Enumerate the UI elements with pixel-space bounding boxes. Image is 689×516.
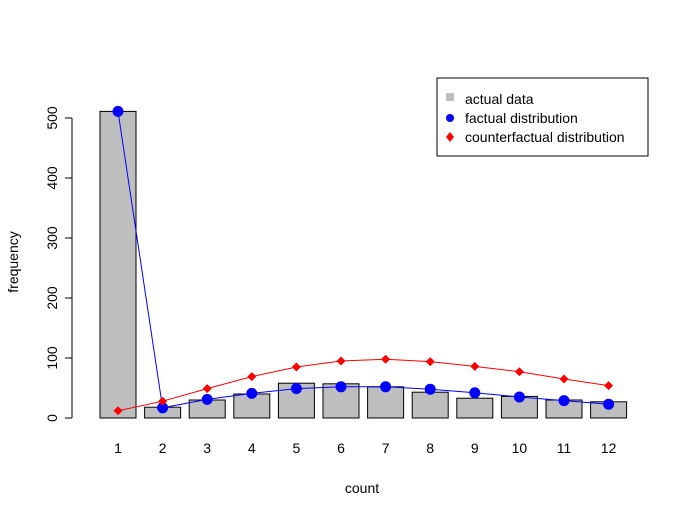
- x-tick-label: 11: [557, 440, 572, 456]
- point-counterfactual-distribution: [514, 367, 524, 377]
- x-tick-label: 4: [248, 440, 256, 456]
- point-factual-distribution: [513, 391, 525, 403]
- y-tick-label: 100: [44, 346, 60, 370]
- point-factual-distribution: [424, 383, 436, 395]
- legend-label-counterfactual-distribution: counterfactual distribution: [465, 129, 625, 145]
- series-lines: [112, 105, 615, 416]
- bar-8: [411, 391, 449, 419]
- y-axis: 0 100 200 300 400 500: [44, 106, 73, 422]
- x-tick-label: 9: [471, 440, 479, 456]
- point-factual-distribution: [290, 383, 302, 395]
- point-counterfactual-distribution: [381, 354, 391, 364]
- y-tick-label: 0: [44, 414, 60, 422]
- x-tick-label: 2: [159, 440, 167, 456]
- legend: actual data factual distribution counter…: [436, 77, 649, 157]
- point-counterfactual-distribution: [113, 406, 123, 416]
- point-factual-distribution: [335, 381, 347, 393]
- legend-swatch-actual-data: [446, 93, 454, 101]
- x-tick-label: 3: [203, 440, 211, 456]
- x-tick-label: 1: [114, 440, 122, 456]
- series-line-counterfactual-distribution: [117, 358, 609, 412]
- y-axis-label: frequency: [5, 231, 21, 292]
- x-tick-label: 12: [601, 440, 617, 456]
- point-counterfactual-distribution: [559, 374, 569, 384]
- legend-marker-counterfactual-distribution: [446, 132, 454, 142]
- series-line-factual-distribution: [117, 111, 609, 409]
- point-factual-distribution: [201, 393, 213, 405]
- y-tick-label: 400: [44, 166, 60, 190]
- legend-box: [436, 77, 649, 157]
- y-tick-label: 500: [44, 106, 60, 130]
- point-factual-distribution: [112, 105, 124, 117]
- point-counterfactual-distribution: [425, 357, 435, 367]
- bar-layer: [99, 110, 628, 419]
- bar-9: [456, 397, 494, 419]
- point-factual-distribution: [246, 387, 258, 399]
- point-counterfactual-distribution: [604, 381, 614, 391]
- point-counterfactual-distribution: [158, 396, 168, 406]
- x-axis-label: count: [345, 480, 379, 496]
- point-counterfactual-distribution: [247, 372, 257, 382]
- point-factual-distribution: [157, 402, 169, 414]
- point-factual-distribution: [380, 381, 392, 393]
- point-counterfactual-distribution: [470, 361, 480, 371]
- x-tick-label: 8: [426, 440, 434, 456]
- point-counterfactual-distribution: [336, 356, 346, 366]
- point-factual-distribution: [603, 398, 615, 410]
- point-factual-distribution: [469, 387, 481, 399]
- y-tick-label: 300: [44, 226, 60, 250]
- legend-marker-factual-distribution: [446, 114, 454, 122]
- x-axis: 1 2 3 4 5 6 7 8 9 10 11 12: [114, 440, 616, 456]
- bar-1: [99, 110, 137, 419]
- x-tick-label: 6: [337, 440, 345, 456]
- legend-label-actual-data: actual data: [465, 91, 534, 107]
- point-counterfactual-distribution: [202, 384, 212, 394]
- x-tick-label: 10: [512, 440, 528, 456]
- point-counterfactual-distribution: [291, 362, 301, 372]
- x-tick-label: 5: [293, 440, 301, 456]
- y-tick-label: 200: [44, 286, 60, 310]
- point-factual-distribution: [558, 395, 570, 407]
- x-tick-label: 7: [382, 440, 390, 456]
- legend-label-factual-distribution: factual distribution: [465, 110, 578, 126]
